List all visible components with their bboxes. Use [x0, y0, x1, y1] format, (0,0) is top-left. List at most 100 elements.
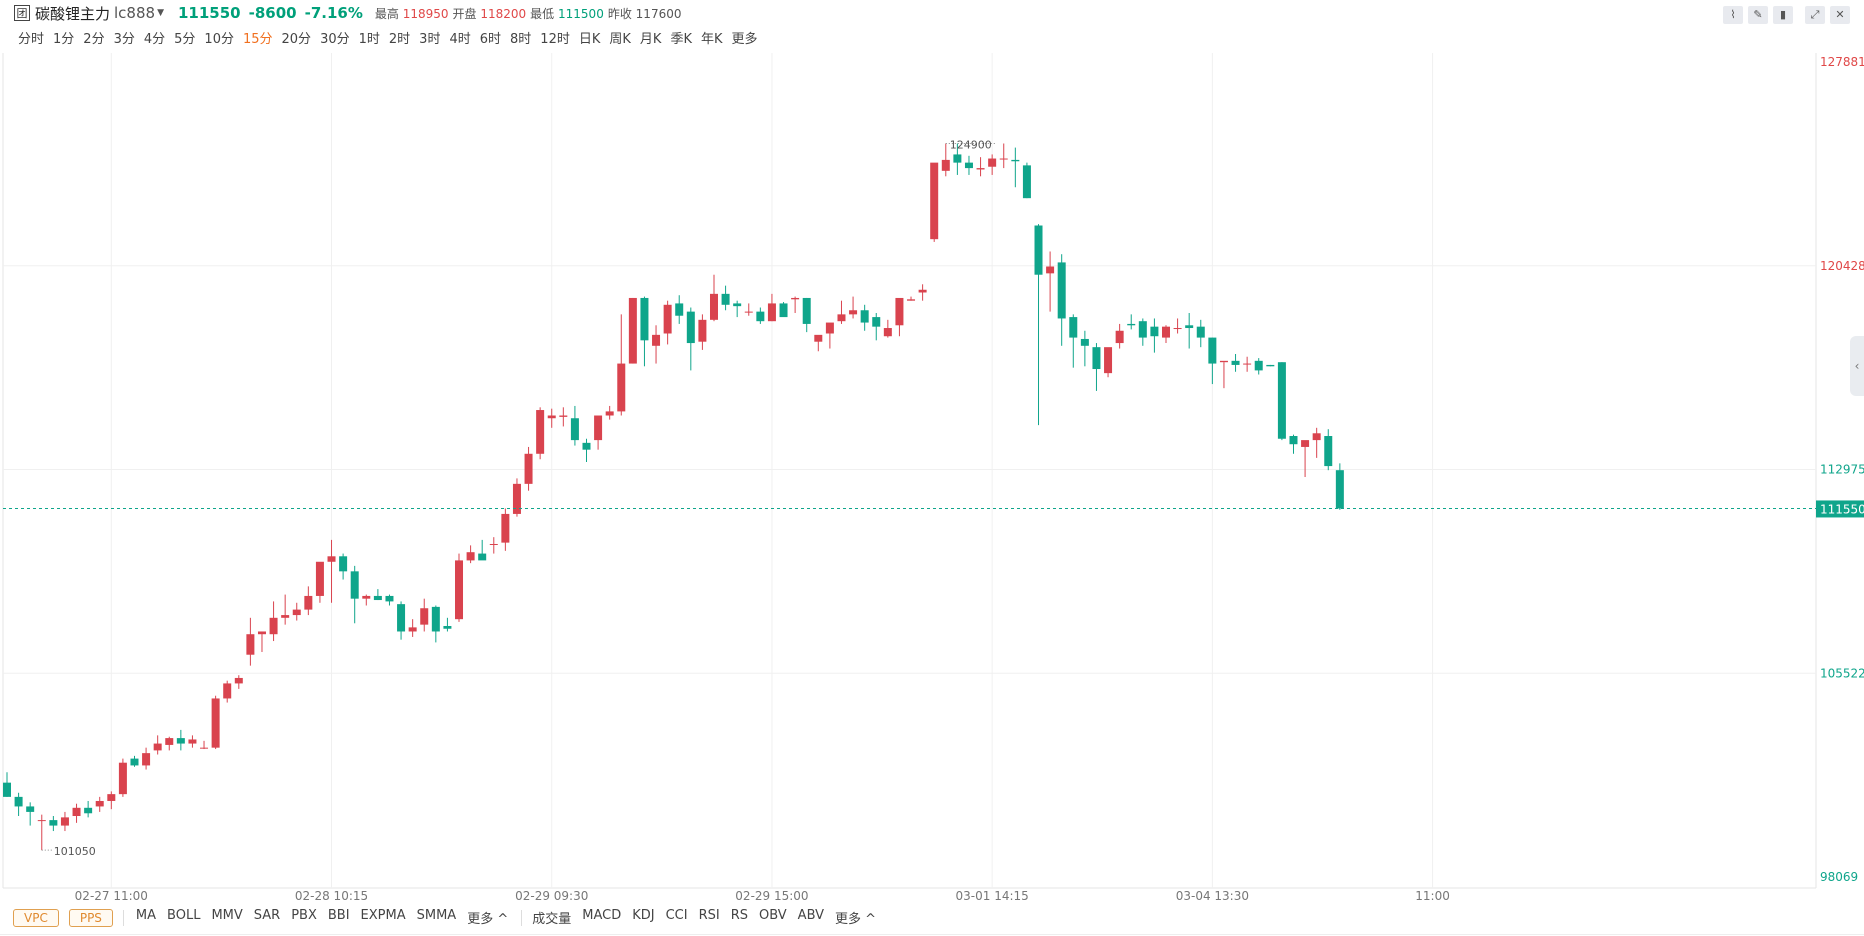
- indicator-button[interactable]: SMMA: [416, 908, 457, 923]
- interval-tab[interactable]: 15分: [242, 32, 273, 47]
- candle-body: [1138, 321, 1147, 338]
- interval-tab[interactable]: 4分: [143, 32, 166, 47]
- candle-body: [489, 543, 498, 545]
- pill-pps[interactable]: PPS: [68, 908, 113, 927]
- toolbar: ⌇ ✎ ▮ ⤢ ✕: [1718, 6, 1850, 24]
- candle-body: [304, 595, 313, 610]
- line-tool-icon[interactable]: ⌇: [1723, 6, 1743, 24]
- divider: [0, 934, 1864, 935]
- interval-tab[interactable]: 30分: [320, 32, 350, 47]
- candle-body: [118, 762, 127, 795]
- y-tick-label: 105522: [1820, 666, 1864, 680]
- interval-tab[interactable]: 6时: [479, 32, 502, 47]
- symbol-code[interactable]: lc888: [114, 4, 156, 22]
- indicator-button[interactable]: ABV: [797, 908, 824, 923]
- pill-vpc[interactable]: VPC: [13, 908, 59, 927]
- candle-body: [930, 162, 939, 240]
- indicator-button[interactable]: BOLL: [167, 908, 201, 923]
- candle-body: [988, 158, 997, 167]
- y-tick-label: 120428: [1820, 259, 1864, 273]
- candle-body: [292, 609, 301, 616]
- candle-body: [211, 698, 220, 748]
- indicator-button[interactable]: MACD: [582, 908, 622, 923]
- indicator-button[interactable]: EXPMA: [360, 908, 406, 923]
- indicator-button[interactable]: SAR: [253, 908, 281, 923]
- exchange-logo: 团: [14, 5, 30, 21]
- candle-body: [1127, 323, 1136, 326]
- interval-tab[interactable]: 月K: [639, 32, 662, 47]
- x-tick-label: 02-29 09:30: [515, 889, 588, 903]
- indicator-button[interactable]: 成交量: [532, 912, 572, 927]
- indicator-button[interactable]: 更多 ^: [834, 912, 877, 927]
- draw-pencil-icon[interactable]: ✎: [1748, 6, 1768, 24]
- interval-tab[interactable]: 日K: [578, 32, 601, 47]
- close-icon[interactable]: ✕: [1830, 6, 1850, 24]
- candle-body: [188, 739, 197, 744]
- interval-tab[interactable]: 3时: [419, 32, 441, 47]
- x-tick-label: 02-27 11:00: [75, 889, 148, 903]
- candle-body: [315, 561, 324, 596]
- divider: [521, 909, 523, 926]
- interval-tab[interactable]: 2分: [83, 32, 105, 47]
- candle-body: [999, 158, 1008, 160]
- candle-body: [652, 334, 661, 346]
- interval-tab[interactable]: 1分: [53, 32, 75, 47]
- stat-prev-close: 昨收 117600: [607, 6, 682, 21]
- low-annotation: 101050: [54, 845, 96, 858]
- interval-tab[interactable]: 更多: [731, 32, 758, 47]
- price-change: -8600: [248, 4, 297, 22]
- candle-body: [594, 415, 603, 441]
- interval-tab[interactable]: 2时: [388, 32, 411, 47]
- candle-body: [455, 560, 464, 620]
- interval-tab[interactable]: 5分: [174, 32, 196, 47]
- chevron-left-icon[interactable]: ‹: [1850, 336, 1864, 396]
- indicator-button[interactable]: KDJ: [632, 908, 655, 923]
- interval-tab[interactable]: 10分: [204, 32, 234, 47]
- interval-tab[interactable]: 8时: [510, 32, 532, 47]
- candle-body: [617, 363, 626, 412]
- candle-body: [246, 634, 255, 655]
- interval-tab[interactable]: 年K: [700, 32, 723, 47]
- indicator-button[interactable]: PBX: [291, 908, 317, 923]
- candle-body: [976, 168, 985, 170]
- indicator-button[interactable]: RS: [730, 908, 749, 923]
- candle-body: [1057, 262, 1066, 319]
- candle-body: [849, 310, 858, 315]
- candle-body: [883, 328, 892, 337]
- last-price-tag: [1816, 500, 1864, 518]
- candle-body: [582, 442, 591, 450]
- candle-body: [1150, 326, 1159, 337]
- candle-body: [744, 311, 753, 313]
- expand-icon[interactable]: ⤢: [1805, 6, 1825, 24]
- interval-tab[interactable]: 1时: [358, 32, 380, 47]
- candle-body: [536, 410, 545, 454]
- candle-body: [1069, 317, 1078, 338]
- candle-style-icon[interactable]: ▮: [1773, 6, 1793, 24]
- candle-body: [176, 738, 185, 744]
- indicator-button[interactable]: RSI: [698, 908, 720, 923]
- interval-tab[interactable]: 12时: [540, 32, 570, 47]
- chevron-down-icon[interactable]: ▼: [157, 8, 164, 18]
- y-tick-label: 112975: [1820, 463, 1864, 477]
- indicator-button[interactable]: BBI: [327, 908, 350, 923]
- indicator-button[interactable]: OBV: [759, 908, 787, 923]
- indicator-button[interactable]: CCI: [665, 908, 688, 923]
- interval-tab[interactable]: 分时: [18, 32, 45, 47]
- indicator-button[interactable]: 更多 ^: [467, 912, 509, 927]
- indicator-button[interactable]: MMV: [211, 908, 243, 923]
- candle-body: [257, 631, 266, 635]
- interval-tab[interactable]: 3分: [113, 32, 135, 47]
- candle-body: [1080, 338, 1089, 346]
- indicator-button[interactable]: MA: [135, 908, 157, 923]
- candle-body: [1219, 360, 1228, 363]
- candle-body: [1266, 364, 1275, 367]
- high-annotation: 124900: [950, 138, 992, 151]
- interval-tab[interactable]: 4时: [449, 32, 471, 47]
- interval-tab[interactable]: 季K: [670, 32, 692, 47]
- interval-tab[interactable]: 周K: [609, 32, 631, 47]
- symbol-name[interactable]: 碳酸锂主力: [35, 4, 111, 23]
- last-price-label: 111550: [1820, 502, 1864, 516]
- interval-tab[interactable]: 20分: [281, 32, 312, 47]
- candle-body: [49, 820, 58, 826]
